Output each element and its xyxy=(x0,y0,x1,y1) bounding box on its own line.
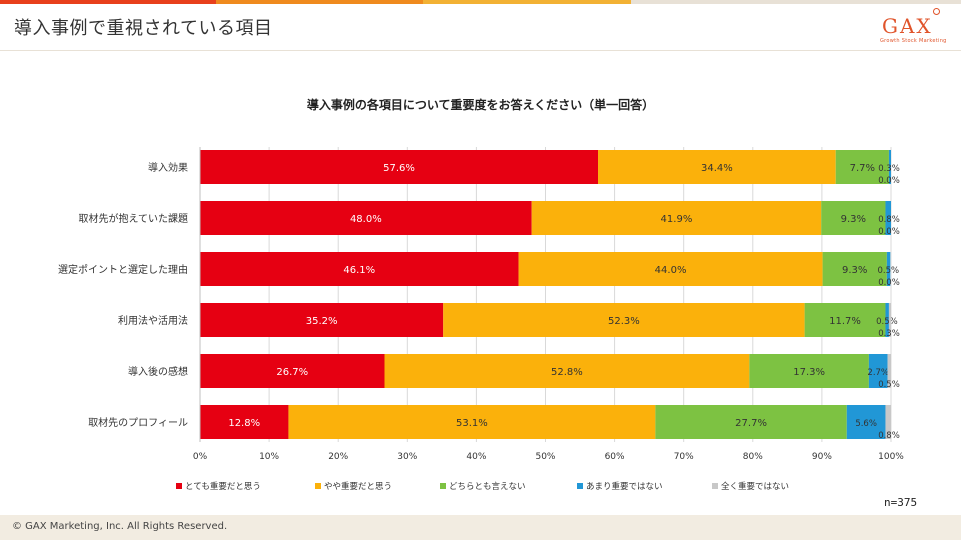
data-label: 0.5% xyxy=(876,317,898,327)
data-label: 9.3% xyxy=(841,214,866,225)
logo-tagline: Growth Stock Marketing xyxy=(880,38,947,44)
accent-segment-2 xyxy=(216,0,423,4)
legend-swatch xyxy=(440,483,446,489)
data-label: 2.7% xyxy=(867,368,889,378)
legend-swatch xyxy=(315,483,321,489)
x-tick-label: 40% xyxy=(466,452,486,462)
data-label: 48.0% xyxy=(350,214,382,225)
legend-label: 全く重要ではない xyxy=(721,481,789,492)
bar-segment xyxy=(288,405,656,439)
data-label: 5.6% xyxy=(855,419,877,429)
category-label: 利用法や活用法 xyxy=(118,314,188,327)
bar-segment xyxy=(200,354,385,388)
bar-segment xyxy=(835,150,889,184)
category-label: 選定ポイントと選定した理由 xyxy=(58,263,188,276)
data-label: 35.2% xyxy=(306,316,338,327)
data-label: 34.4% xyxy=(701,163,733,174)
data-label: 0.0% xyxy=(878,176,900,186)
category-label: 導入後の感想 xyxy=(128,365,188,378)
data-label: 0.0% xyxy=(878,278,900,288)
data-label: 57.6% xyxy=(383,163,415,174)
data-label: 7.7% xyxy=(850,163,875,174)
data-label: 41.9% xyxy=(661,214,693,225)
bar-segment xyxy=(518,252,823,286)
bar-segment xyxy=(384,354,750,388)
x-tick-label: 90% xyxy=(812,452,832,462)
legend-swatch xyxy=(712,483,718,489)
bar-segment xyxy=(887,354,891,388)
data-label: 0.8% xyxy=(878,431,900,441)
data-label: 0.5% xyxy=(878,380,900,390)
x-tick-label: 50% xyxy=(535,452,555,462)
accent-segment-3 xyxy=(423,0,631,4)
bar-segment xyxy=(200,252,519,286)
bar-segment xyxy=(846,405,886,439)
data-label: 17.3% xyxy=(793,367,825,378)
footer: © GAX Marketing, Inc. All Rights Reserve… xyxy=(0,515,961,540)
x-tick-label: 80% xyxy=(743,452,763,462)
bar-segment xyxy=(885,201,891,235)
sample-size-label: n=375 xyxy=(884,496,918,509)
header-divider xyxy=(0,50,961,51)
logo-wordmark: GAX xyxy=(882,14,933,38)
data-label: 27.7% xyxy=(735,418,767,429)
data-label: 53.1% xyxy=(456,418,488,429)
x-tick-label: 0% xyxy=(193,452,208,462)
bar-segment xyxy=(804,303,886,337)
stacked-bar-chart: 0% 10% 20% 30% 40% 50% 60% 70% 80% 90% 100% 導入効果 57.… xyxy=(58,147,904,492)
data-label: 46.1% xyxy=(343,265,375,276)
bar-segment xyxy=(821,201,886,235)
data-label: 52.8% xyxy=(551,367,583,378)
x-tick-label: 20% xyxy=(328,452,348,462)
accent-segment-4 xyxy=(631,0,961,4)
accent-segment-1 xyxy=(0,0,216,4)
data-label: 52.3% xyxy=(608,316,640,327)
bar-segment xyxy=(443,303,805,337)
legend-swatch xyxy=(176,483,182,489)
x-tick-label: 10% xyxy=(259,452,279,462)
data-label: 0.5% xyxy=(878,266,900,276)
category-label: 導入効果 xyxy=(148,161,188,174)
x-tick-label: 30% xyxy=(397,452,417,462)
bar-segment xyxy=(888,303,891,337)
bar-segment xyxy=(200,150,599,184)
logo-registered-mark xyxy=(933,8,940,15)
bar-segment xyxy=(598,150,836,184)
bar-segment xyxy=(888,150,891,184)
bar-segment xyxy=(200,303,444,337)
category-label: 取材先が抱えていた課題 xyxy=(79,212,189,225)
bar-segment xyxy=(885,303,889,337)
bar-segment xyxy=(885,405,891,439)
copyright-text: © GAX Marketing, Inc. All Rights Reserve… xyxy=(12,521,228,532)
x-tick-label: 100% xyxy=(878,452,904,462)
legend-label: どちらとも言えない xyxy=(449,481,526,492)
bar-segment xyxy=(655,405,847,439)
bar-segment xyxy=(749,354,869,388)
legend-label: とても重要だと思う xyxy=(185,481,261,492)
legend-label: あまり重要ではない xyxy=(586,481,663,492)
data-label: 0.3% xyxy=(878,329,900,339)
data-label: 0.3% xyxy=(878,164,900,174)
data-label: 26.7% xyxy=(276,367,308,378)
bar-segment xyxy=(200,201,532,235)
category-label: 取材先のプロフィール xyxy=(88,416,188,429)
x-tick-label: 60% xyxy=(605,452,625,462)
data-label: 11.7% xyxy=(829,316,861,327)
bar-segment xyxy=(868,354,888,388)
data-label: 0.0% xyxy=(878,227,900,237)
chart-title: 導入事例の各項目について重要度をお答えください（単一回答） xyxy=(306,98,655,112)
data-label: 0.8% xyxy=(878,215,900,225)
legend-label: やや重要だと思う xyxy=(324,481,392,492)
bar-segment xyxy=(200,405,289,439)
bar-segment xyxy=(886,252,891,286)
page-title: 導入事例で重視されている項目 xyxy=(14,18,273,39)
data-label: 44.0% xyxy=(655,265,687,276)
x-tick-label: 70% xyxy=(674,452,694,462)
top-accent-bar xyxy=(0,0,961,4)
bar-segment xyxy=(531,201,822,235)
bar-segment xyxy=(822,252,887,286)
data-label: 9.3% xyxy=(842,265,867,276)
data-label: 12.8% xyxy=(228,418,260,429)
legend-swatch xyxy=(577,483,583,489)
